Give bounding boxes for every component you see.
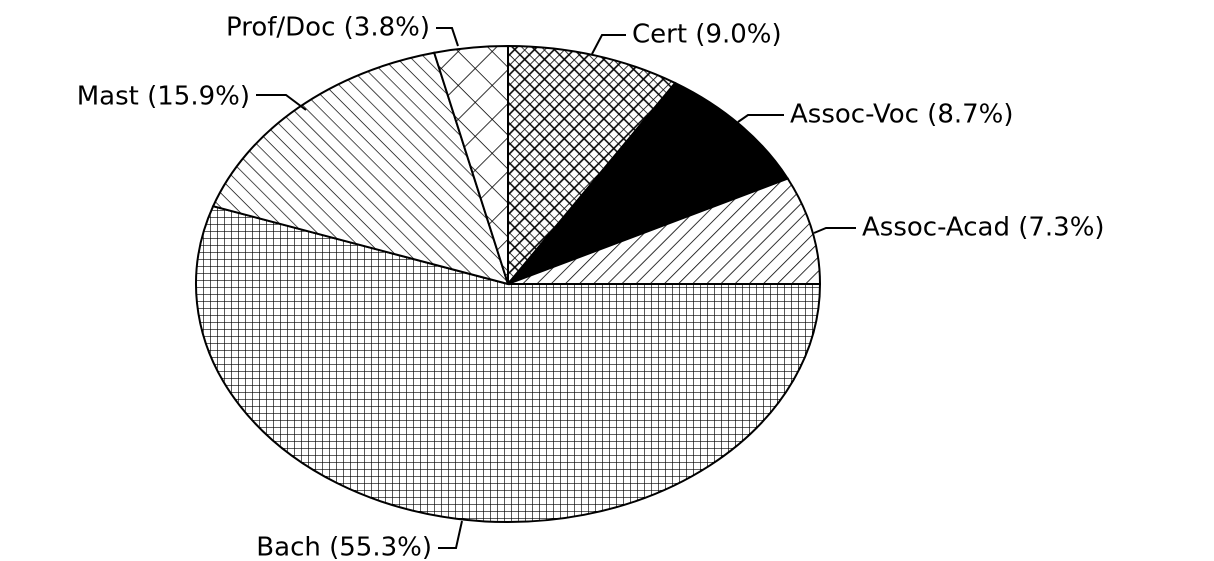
leader-line <box>813 227 856 234</box>
pie-slice <box>195 205 822 523</box>
leader-line <box>256 94 307 111</box>
pie-slice <box>432 44 509 285</box>
slice-label: Prof/Doc (3.8%) <box>226 13 430 43</box>
pie-slice <box>211 51 510 286</box>
slice-label: Assoc-Acad (7.3%) <box>862 213 1105 243</box>
slice-label: Bach (55.3%) <box>256 533 432 561</box>
slice-label: Assoc-Voc (8.7%) <box>790 100 1014 130</box>
leader-line <box>737 114 784 123</box>
leader-line <box>436 27 459 47</box>
pie-slice <box>507 177 822 285</box>
pie-slice <box>507 44 677 287</box>
slice-label: Cert (9.0%) <box>632 20 782 50</box>
leader-line <box>438 520 463 549</box>
slice-label: Mast (15.9%) <box>77 82 250 112</box>
pie-slice <box>504 81 790 287</box>
leader-line <box>591 34 626 55</box>
